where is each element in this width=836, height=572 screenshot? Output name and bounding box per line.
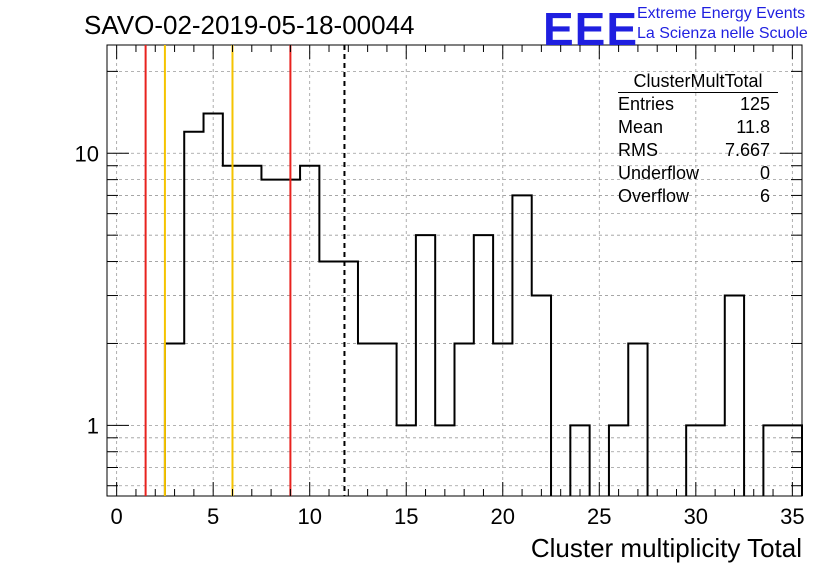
plot-frame	[106, 44, 803, 497]
stats-row-mean: Mean 11.8	[612, 116, 788, 139]
x-tick-label: 35	[780, 504, 804, 529]
y-tick-label: 10	[75, 141, 99, 166]
histogram-bin	[474, 235, 493, 496]
histogram-series	[163, 112, 803, 496]
stats-row-underflow: Underflow 0	[612, 162, 788, 185]
histogram-bin	[493, 343, 512, 496]
x-tick-label: 30	[684, 504, 708, 529]
histogram-bin	[184, 132, 203, 496]
stats-label: Overflow	[618, 186, 690, 206]
histogram-bin	[570, 425, 589, 496]
histogram-bin	[705, 425, 724, 496]
stats-label: Underflow	[618, 163, 700, 183]
logo-caption-line1: Extreme Energy Events	[637, 5, 806, 22]
histogram-bin	[532, 296, 551, 496]
histogram-bin	[377, 343, 396, 496]
stats-row-rms: RMS 7.667	[612, 139, 788, 162]
x-tick-label: 15	[394, 504, 418, 529]
stats-value: 6	[759, 186, 770, 206]
histogram-bin	[763, 425, 782, 496]
stats-row-entries: Entries 125	[612, 93, 788, 116]
stats-row-overflow: Overflow 6	[612, 185, 788, 208]
x-tick-label: 20	[491, 504, 515, 529]
x-tick-label: 0	[111, 504, 123, 529]
eee-logo: EEE	[543, 3, 639, 55]
stats-title: ClusterMultTotal	[618, 70, 778, 93]
x-tick-label: 25	[587, 504, 611, 529]
stats-label: Mean	[618, 117, 664, 137]
x-tick-label: 5	[207, 504, 219, 529]
stats-value: 11.8	[736, 117, 770, 137]
histogram-bin	[416, 235, 435, 496]
histogram-bin	[261, 180, 280, 496]
histogram-bin	[165, 343, 184, 496]
stats-box: ClusterMultTotal Entries 125 Mean 11.8 R…	[612, 70, 788, 208]
y-tick-label: 1	[87, 413, 99, 438]
chart-title: SAVO-02-2019-05-18-00044	[84, 10, 415, 40]
histogram-bin	[319, 262, 338, 496]
stats-value: 0	[759, 163, 770, 183]
histogram-bin	[628, 343, 647, 496]
logo-caption-line2: La Scienza nelle Scuole	[637, 25, 808, 42]
histogram-bin	[204, 114, 223, 496]
histogram-bin	[609, 425, 628, 496]
histogram-bin	[242, 166, 261, 496]
histogram-bin	[725, 296, 744, 496]
histogram-bin	[455, 343, 474, 496]
stats-value: 125	[739, 94, 770, 114]
histogram-bin	[512, 195, 531, 496]
histogram-bin	[300, 166, 319, 496]
stats-value: 7.667	[724, 140, 770, 160]
histogram-bin	[339, 262, 358, 496]
x-axis-label: Cluster multiplicity Total	[530, 533, 802, 563]
stats-label: RMS	[618, 140, 658, 160]
histogram-bin	[435, 425, 454, 496]
stats-label: Entries	[618, 94, 675, 114]
histogram-bin	[358, 343, 377, 496]
x-tick-label: 10	[297, 504, 321, 529]
logo-caption: Extreme Energy Events La Scienza nelle S…	[637, 4, 808, 44]
